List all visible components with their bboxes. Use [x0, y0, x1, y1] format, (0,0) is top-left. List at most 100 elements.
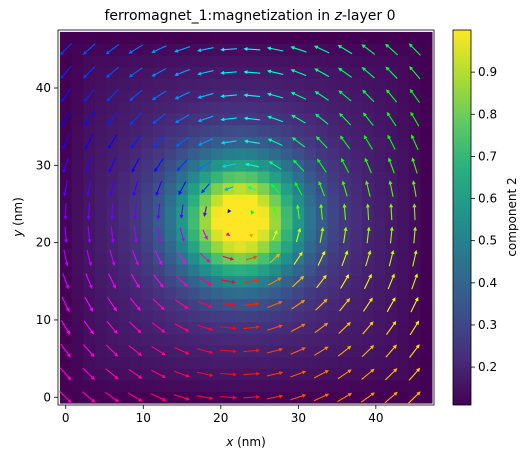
arrow-head — [180, 237, 185, 243]
heatmap-cell — [269, 287, 282, 300]
arrow-head — [221, 164, 226, 168]
arrow-shaft — [319, 183, 325, 197]
arrow-head — [64, 239, 69, 244]
heatmap-cell — [71, 31, 84, 45]
heatmap-cell — [315, 171, 328, 184]
arrow-shaft — [177, 136, 189, 146]
arrow-shaft — [153, 67, 167, 76]
heatmap-cell — [373, 368, 387, 381]
magnetization-arrow — [129, 297, 141, 311]
arrow-shaft — [313, 371, 327, 379]
heatmap-cell — [234, 124, 247, 137]
heatmap-cell — [164, 159, 177, 172]
magnetization-arrow — [341, 250, 349, 267]
arrow-shaft — [223, 117, 237, 121]
arrow-head — [178, 190, 183, 196]
arrow-head — [294, 181, 299, 187]
magnetization-arrow — [389, 203, 394, 221]
heatmap-cell — [59, 147, 73, 161]
arrow-shaft — [411, 113, 420, 127]
heatmap-cell — [71, 275, 84, 288]
heatmap-cell — [280, 379, 294, 392]
arrow-shaft — [202, 183, 211, 192]
arrow-shaft — [269, 93, 284, 99]
heatmap-cell — [71, 321, 84, 334]
heatmap-cell — [152, 55, 166, 68]
heatmap-cell — [59, 333, 73, 346]
heatmap-cell — [304, 379, 317, 392]
heatmap-cell — [199, 356, 212, 369]
arrow-head — [184, 327, 190, 332]
heatmap-cell — [373, 159, 387, 172]
magnetization-arrow — [154, 250, 163, 266]
heatmap-cell — [71, 298, 84, 311]
heatmap-cell — [280, 217, 294, 230]
arrow-head — [158, 261, 163, 266]
arrow-shaft — [60, 343, 70, 356]
heatmap-cell — [164, 55, 177, 68]
arrow-shaft — [386, 299, 395, 313]
arrow-head — [197, 141, 203, 146]
heatmap-cell — [118, 368, 131, 381]
heatmap-cell — [129, 78, 142, 91]
heatmap-cell — [199, 287, 212, 300]
arrow-head — [198, 165, 204, 170]
arrow-head — [113, 307, 117, 312]
arrow-head — [414, 296, 419, 302]
heatmap-cell — [187, 136, 200, 149]
arrow-shaft — [386, 45, 399, 56]
heatmap-cell — [280, 43, 294, 56]
heatmap-cell — [397, 240, 410, 253]
arrow-shaft — [413, 229, 416, 244]
heatmap-cell — [152, 310, 166, 323]
heatmap-cell — [269, 147, 282, 161]
magnetization-arrow — [317, 250, 326, 266]
colorbar-tick-label: 0.6 — [478, 192, 497, 206]
heatmap-cell — [118, 136, 131, 149]
arrow-head — [209, 350, 214, 354]
magnetization-arrow — [243, 116, 261, 121]
heatmap-cell — [176, 356, 189, 369]
heatmap-cell — [118, 78, 131, 91]
heatmap-cell — [373, 356, 387, 369]
magnetization-arrow — [386, 111, 397, 127]
heatmap-cell — [129, 240, 142, 253]
arrow-shaft — [409, 346, 419, 358]
arrow-shaft — [243, 349, 258, 353]
arrow-shaft — [60, 320, 70, 333]
magnetization-arrow — [82, 367, 96, 380]
arrow-shaft — [293, 70, 307, 77]
magnetization-arrow — [364, 157, 372, 174]
y-tick-label: 40 — [36, 81, 51, 95]
heatmap-cell — [339, 240, 352, 253]
heatmap-cell — [373, 252, 387, 265]
arrow-shaft — [105, 368, 117, 378]
magnetization-arrow — [151, 322, 166, 333]
heatmap-cell — [304, 321, 317, 334]
heatmap-cell — [304, 229, 317, 242]
magnetization-arrow — [173, 370, 190, 378]
arrow-shaft — [61, 42, 73, 54]
heatmap-cell — [129, 194, 142, 207]
magnetization-arrow — [133, 226, 139, 244]
arrow-head — [385, 43, 390, 48]
magnetization-arrow — [363, 273, 372, 290]
heatmap-cell — [199, 240, 212, 253]
magnetization-arrow — [291, 137, 306, 148]
arrow-head — [299, 275, 305, 280]
arrow-shaft — [272, 185, 280, 194]
magnetization-arrow — [82, 391, 96, 403]
arrow-head — [112, 284, 116, 289]
heatmap-cell — [350, 229, 363, 242]
magnetization-arrow — [220, 94, 237, 99]
heatmap-cell — [83, 356, 96, 369]
heatmap-cell — [292, 31, 305, 45]
arrow-shaft — [269, 255, 279, 264]
heatmap-cell — [327, 66, 340, 79]
heatmap-cell — [408, 194, 421, 207]
arrow-head — [85, 168, 90, 174]
heatmap-cell — [71, 78, 84, 91]
heatmap-cell — [362, 217, 375, 230]
magnetization-arrow — [362, 321, 374, 335]
arrow-shaft — [297, 207, 300, 220]
